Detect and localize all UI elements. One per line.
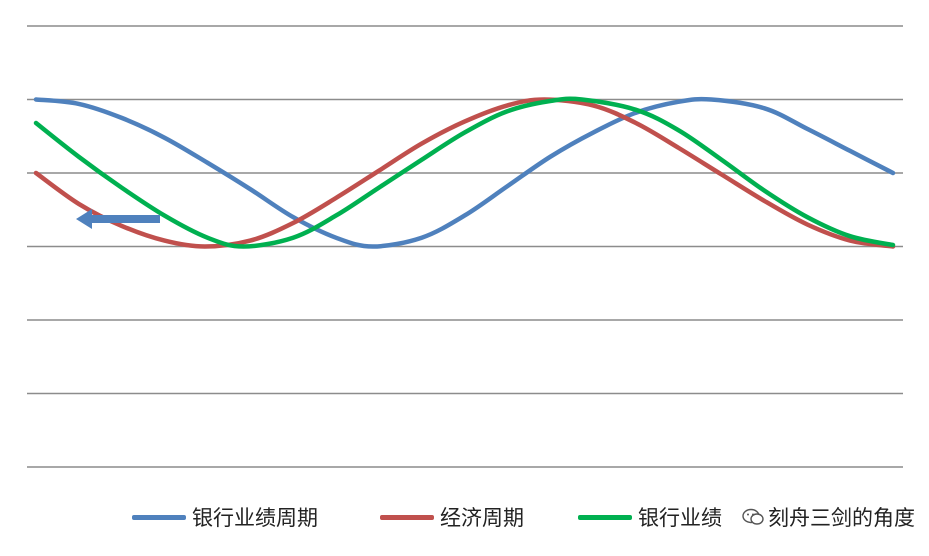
watermark-text: 刻舟三剑的角度 — [768, 506, 915, 530]
series-line-green — [33, 96, 896, 249]
legend-label: 经济周期 — [440, 506, 524, 530]
series-line-blue — [33, 96, 896, 249]
legend-item-bank-performance: 银行业绩 — [578, 500, 722, 534]
legend-item-bank-performance-cycle: 银行业绩周期 — [132, 500, 318, 534]
legend-item-economic-cycle: 经济周期 — [380, 500, 524, 534]
legend-swatch-blue — [132, 514, 186, 520]
series-line-red — [33, 97, 896, 249]
arrow-shape — [76, 209, 160, 229]
series-lines — [33, 96, 896, 249]
watermark: 刻舟三剑的角度 — [742, 500, 915, 534]
left-arrow-annotation — [76, 209, 160, 229]
legend-swatch-green — [578, 514, 632, 520]
gridlines — [27, 25, 903, 468]
legend-label: 银行业绩 — [638, 506, 722, 530]
wechat-icon — [742, 508, 764, 525]
legend-swatch-red — [380, 514, 434, 520]
legend-label: 银行业绩周期 — [192, 506, 318, 530]
